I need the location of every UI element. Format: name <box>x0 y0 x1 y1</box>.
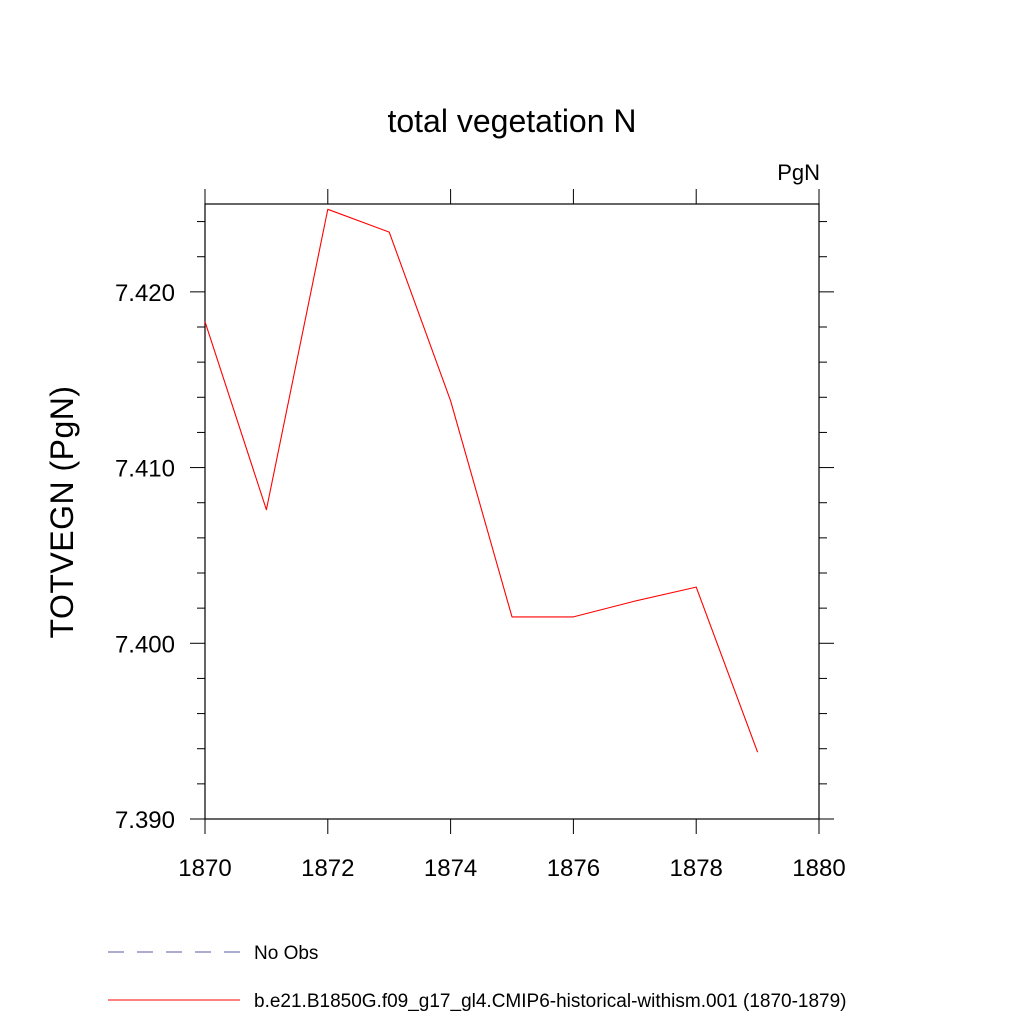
x-tick-label: 1874 <box>424 855 477 882</box>
major-ticks <box>190 189 834 834</box>
series-layer <box>204 208 759 753</box>
x-tick-label: 1872 <box>301 855 354 882</box>
x-tick-label: 1876 <box>547 855 600 882</box>
y-tick-label: 7.400 <box>115 631 175 658</box>
chart-title: total vegetation N <box>387 103 636 139</box>
x-tick-label: 1878 <box>670 855 723 882</box>
legend-label: No Obs <box>254 943 318 964</box>
series-line <box>204 208 759 753</box>
legend-label: b.e21.B1850G.f09_g17_gl4.CMIP6-historica… <box>254 991 847 1012</box>
y-tick-labels: 7.390 7.400 7.410 7.420 <box>115 280 175 834</box>
x-tick-label: 1880 <box>792 855 845 882</box>
plot-border <box>204 203 820 820</box>
y-axis-label: TOTVEGN (PgN) <box>44 385 80 638</box>
y-tick-label: 7.420 <box>115 280 175 307</box>
y-tick-label: 7.390 <box>115 807 175 834</box>
plot-frame <box>204 203 820 820</box>
minor-ticks <box>197 221 827 785</box>
x-tick-label: 1870 <box>178 855 231 882</box>
units-label: PgN <box>777 160 820 185</box>
legend: No Obs b.e21.B1850G.f09_g17_gl4.CMIP6-his… <box>108 943 847 1012</box>
y-tick-label: 7.410 <box>115 456 175 483</box>
x-tick-labels: 1870 1872 1874 1876 1878 1880 <box>178 855 845 882</box>
